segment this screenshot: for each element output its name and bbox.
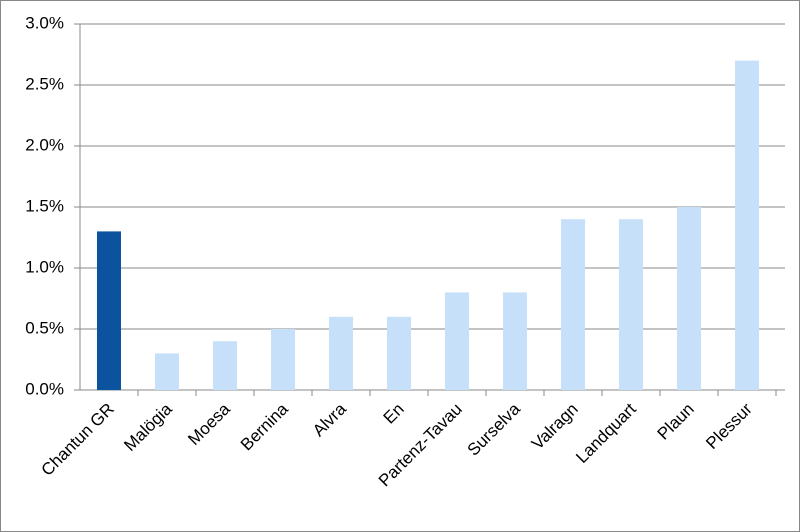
y-tick-label: 0.0% bbox=[25, 379, 64, 398]
bar bbox=[97, 231, 121, 390]
y-tick-label: 1.5% bbox=[25, 196, 64, 215]
y-tick-label: 2.0% bbox=[25, 135, 64, 154]
y-tick-label: 1.0% bbox=[25, 257, 64, 276]
bar bbox=[619, 219, 643, 390]
bar bbox=[155, 353, 179, 390]
bar bbox=[503, 292, 527, 390]
bar bbox=[735, 60, 759, 390]
bar bbox=[677, 207, 701, 390]
bar bbox=[445, 292, 469, 390]
y-tick-label: 0.5% bbox=[25, 318, 64, 337]
bar bbox=[387, 316, 411, 390]
y-tick-label: 3.0% bbox=[25, 13, 64, 32]
bar bbox=[329, 316, 353, 390]
bar bbox=[271, 329, 295, 390]
bar bbox=[561, 219, 585, 390]
bar bbox=[213, 341, 237, 390]
y-tick-label: 2.5% bbox=[25, 74, 64, 93]
